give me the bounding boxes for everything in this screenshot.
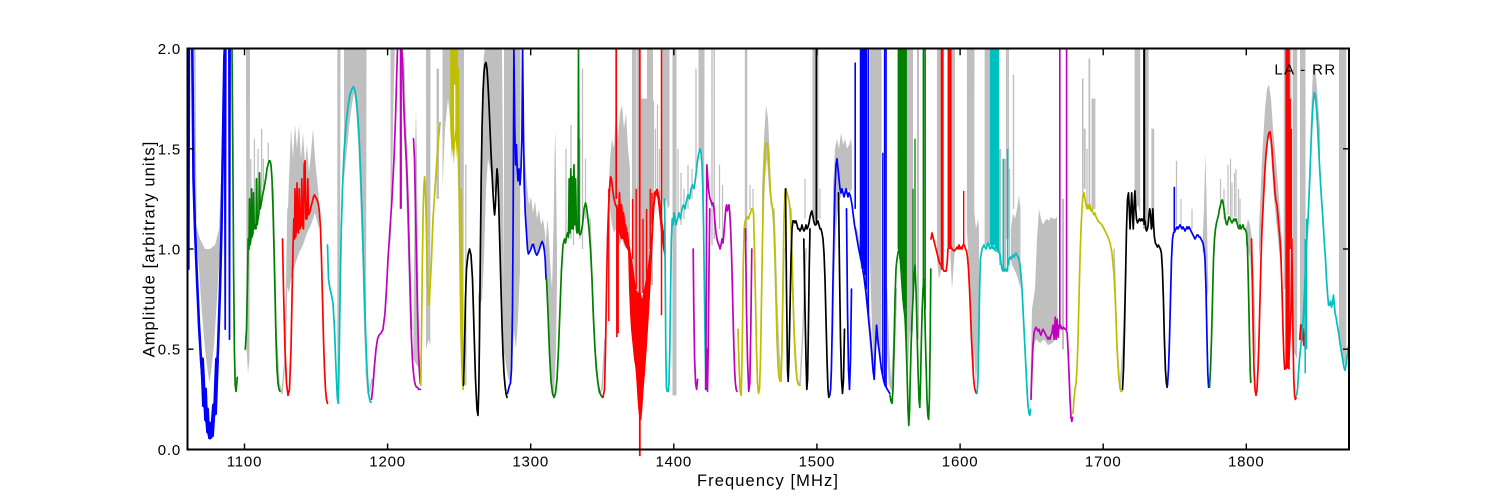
svg-text:0.0: 0.0: [158, 442, 181, 459]
svg-text:1300: 1300: [512, 454, 549, 471]
svg-text:0.5: 0.5: [158, 342, 181, 359]
svg-text:1600: 1600: [942, 454, 979, 471]
svg-text:1700: 1700: [1085, 454, 1122, 471]
svg-text:1.5: 1.5: [158, 141, 181, 158]
svg-text:1800: 1800: [1228, 454, 1265, 471]
svg-text:1.0: 1.0: [158, 242, 181, 259]
svg-text:Amplitude [arbitrary units]: Amplitude [arbitrary units]: [141, 141, 159, 358]
svg-text:LA - RR: LA - RR: [1274, 62, 1336, 79]
svg-text:1400: 1400: [656, 454, 693, 471]
svg-text:1200: 1200: [369, 454, 406, 471]
svg-text:1500: 1500: [799, 454, 836, 471]
svg-text:Frequency [MHz]: Frequency [MHz]: [697, 472, 839, 490]
svg-text:1100: 1100: [227, 454, 262, 471]
svg-text:2.0: 2.0: [158, 41, 181, 58]
